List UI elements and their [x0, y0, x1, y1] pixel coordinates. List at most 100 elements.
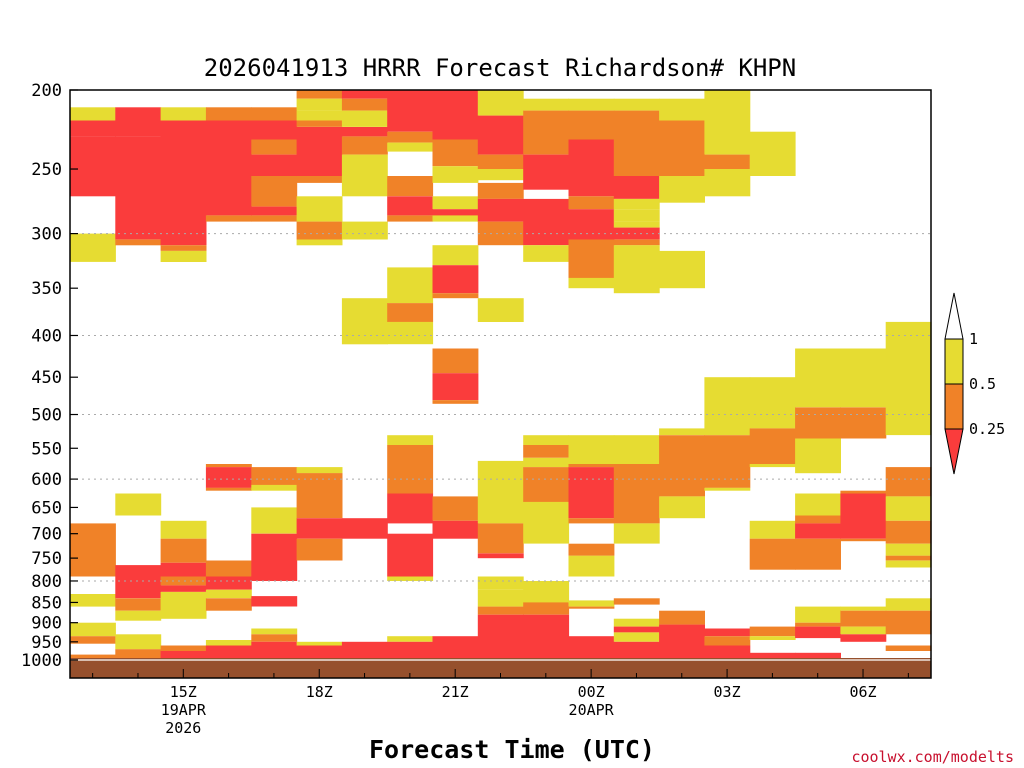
- ri-cell: [115, 239, 162, 246]
- ri-cell: [613, 618, 660, 627]
- ri-cell: [523, 602, 570, 615]
- x-tick-label: 19APR: [161, 701, 207, 719]
- ri-cell: [568, 435, 615, 465]
- ri-cell: [70, 636, 116, 644]
- ri-cell: [659, 624, 705, 646]
- ri-cell: [613, 239, 660, 246]
- y-tick-label: 850: [31, 593, 62, 613]
- ri-cell: [205, 487, 252, 491]
- ri-cell: [477, 606, 524, 615]
- legend-over-range: [944, 292, 964, 340]
- ri-cell: [749, 377, 796, 429]
- ri-cell: [160, 591, 207, 619]
- ri-cell: [387, 196, 434, 216]
- ri-cell: [205, 645, 252, 660]
- ri-cell: [341, 221, 388, 240]
- ri-cell: [432, 90, 479, 140]
- ri-cell: [749, 636, 796, 640]
- ri-cell: [387, 636, 434, 642]
- ri-cell: [477, 115, 524, 155]
- heatmap-cells: [70, 90, 932, 660]
- ri-cell: [296, 196, 343, 222]
- ri-cell: [885, 645, 932, 651]
- ri-cell: [160, 562, 207, 577]
- ri-cell: [115, 136, 162, 240]
- ri-cell: [795, 493, 841, 516]
- ri-cell: [160, 107, 207, 121]
- ri-cell: [341, 518, 388, 539]
- surface-ground: [70, 658, 931, 678]
- y-tick-label: 250: [31, 160, 62, 180]
- ri-cell: [749, 652, 796, 660]
- ri-cell: [613, 641, 660, 660]
- y-tick-label: 700: [31, 525, 62, 545]
- ri-cell: [251, 154, 298, 177]
- ri-cell: [251, 628, 298, 635]
- ri-cell: [341, 127, 388, 137]
- ri-cell: [704, 154, 751, 170]
- ri-cell: [205, 560, 252, 577]
- ri-cell: [70, 233, 116, 262]
- ri-cell: [659, 120, 705, 176]
- ri-cell: [885, 560, 932, 568]
- ri-cell: [523, 245, 570, 262]
- legend: 1 0.5 0.25: [944, 292, 1005, 475]
- ri-cell: [523, 435, 570, 446]
- ri-cell: [387, 321, 434, 345]
- y-tick-label: 600: [31, 470, 62, 490]
- ri-cell: [568, 518, 615, 524]
- ri-cell: [387, 215, 434, 222]
- ri-cell: [70, 622, 116, 637]
- ri-cell: [205, 576, 252, 590]
- ri-cell: [613, 209, 660, 222]
- ri-cell: [568, 600, 615, 607]
- ri-cell: [795, 348, 841, 408]
- x-tick-label: 03Z: [714, 683, 741, 701]
- ri-cell: [840, 407, 887, 439]
- y-tick-label: 550: [31, 439, 62, 459]
- ri-cell: [523, 614, 570, 660]
- ri-cell: [296, 239, 343, 246]
- x-tick-label: 20APR: [569, 701, 615, 719]
- ri-cell: [659, 645, 705, 660]
- ri-cell: [251, 206, 298, 216]
- ri-cell: [115, 493, 162, 516]
- ri-cell: [341, 136, 388, 155]
- ri-cell: [387, 90, 434, 132]
- ri-cell: [432, 348, 479, 374]
- legend-level-label: 1: [969, 330, 978, 348]
- y-tick-label: 200: [31, 81, 62, 101]
- ri-cell: [704, 636, 751, 646]
- ri-cell: [251, 484, 298, 491]
- ri-cell: [341, 154, 388, 197]
- ri-cell: [296, 90, 343, 99]
- ri-cell: [840, 493, 887, 539]
- chart-title: 2026041913 HRRR Forecast Richardson# KHP…: [204, 54, 796, 82]
- ri-cell: [568, 196, 615, 210]
- ri-cell: [70, 594, 116, 607]
- ri-cell: [704, 487, 751, 491]
- ri-cell: [523, 198, 570, 246]
- ri-cell: [432, 496, 479, 521]
- legend-swatch: [944, 383, 964, 430]
- ri-cell: [568, 98, 615, 111]
- ri-cell: [885, 496, 932, 521]
- ri-cell: [749, 464, 796, 468]
- ri-cell: [523, 501, 570, 544]
- ri-cell: [251, 120, 298, 140]
- x-tick-label: 21Z: [442, 683, 469, 701]
- ri-cell: [568, 139, 615, 197]
- ri-cell: [205, 640, 252, 646]
- y-tick-label: 900: [31, 614, 62, 634]
- ri-cell: [251, 507, 298, 534]
- ri-cell: [387, 303, 434, 322]
- ri-cell: [296, 110, 343, 121]
- ri-cell: [70, 120, 116, 137]
- legend-under-range: [944, 428, 964, 475]
- ri-cell: [160, 585, 207, 592]
- credit-link[interactable]: coolwx.com/modelts: [851, 748, 1014, 766]
- ri-cell: [795, 523, 841, 539]
- ri-cell: [477, 169, 524, 181]
- ri-cell: [387, 435, 434, 446]
- ri-cell: [704, 90, 751, 155]
